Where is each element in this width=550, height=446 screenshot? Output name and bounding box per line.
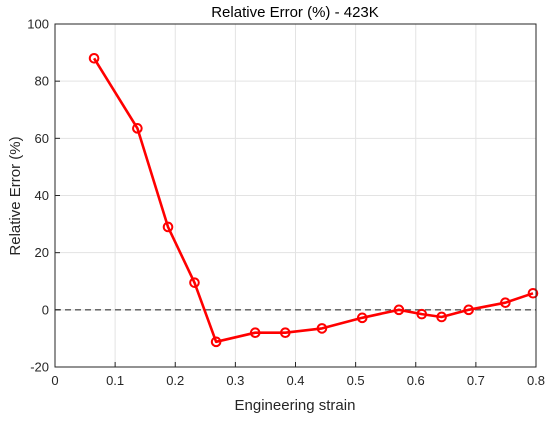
y-axis-ticks: -20 0 20 40 60 80 100 xyxy=(27,17,60,375)
series-line xyxy=(92,57,534,344)
y-tick-label: -20 xyxy=(30,360,49,375)
data-point xyxy=(463,304,474,316)
x-tick-label: 0.2 xyxy=(166,373,184,388)
y-tick-label: 60 xyxy=(35,131,49,146)
data-point xyxy=(500,297,511,308)
x-tick-label: 0.4 xyxy=(286,373,304,388)
x-tick-label: 0 xyxy=(51,373,58,388)
data-point xyxy=(316,323,328,334)
y-axis-label: Relative Error (%) xyxy=(7,136,24,255)
series-layer xyxy=(88,53,539,348)
x-tick-label: 0.1 xyxy=(106,373,124,388)
x-tick-label: 0.7 xyxy=(467,373,485,388)
data-point xyxy=(210,336,222,348)
chart-title: Relative Error (%) - 423K xyxy=(211,4,379,21)
data-point xyxy=(393,304,405,316)
x-tick-label: 0.3 xyxy=(226,373,244,388)
data-point xyxy=(436,311,447,323)
y-tick-label: 20 xyxy=(35,245,49,260)
x-tick-label: 0.8 xyxy=(527,373,545,388)
data-point xyxy=(356,312,368,324)
y-tick-label: 0 xyxy=(42,302,49,317)
y-tick-label: 80 xyxy=(35,74,49,89)
x-tick-label: 0.5 xyxy=(347,373,365,388)
y-tick-label: 100 xyxy=(27,17,49,32)
data-point xyxy=(527,287,539,299)
y-tick-label: 40 xyxy=(35,188,49,203)
x-tick-label: 0.6 xyxy=(407,373,425,388)
data-point xyxy=(132,123,143,134)
data-point xyxy=(416,308,428,320)
x-axis-ticks: 0 0.1 0.2 0.3 0.4 0.5 0.6 0.7 0.8 xyxy=(51,362,545,388)
data-point xyxy=(189,277,200,288)
x-axis-label: Engineering strain xyxy=(235,397,356,414)
data-point xyxy=(279,327,291,339)
data-point xyxy=(249,327,261,339)
data-point xyxy=(162,221,174,233)
data-point xyxy=(88,53,100,64)
